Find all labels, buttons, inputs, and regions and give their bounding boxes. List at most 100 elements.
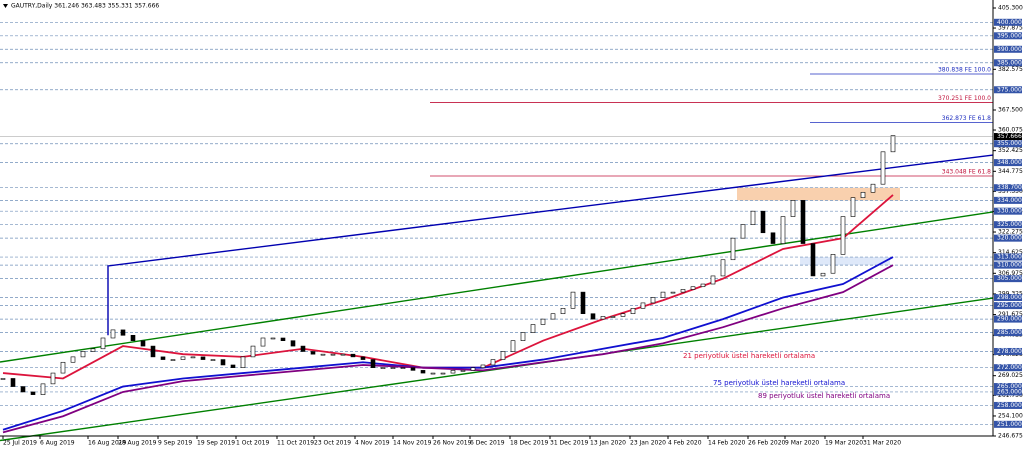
- candle: [370, 359, 376, 368]
- candle: [580, 291, 586, 315]
- candle: [680, 289, 686, 293]
- level-label-box: [994, 294, 1022, 302]
- x-tick-label: 14 Feb 2020: [708, 440, 746, 447]
- candle: [120, 329, 126, 336]
- level-label-box: [994, 401, 1022, 409]
- level-label: 313.000: [997, 254, 1022, 261]
- level-label: 355.000: [997, 140, 1022, 147]
- candle: [150, 345, 156, 358]
- y-tick-label: 269.025: [998, 372, 1023, 379]
- candle: [570, 291, 576, 309]
- chart-title: GAUTRY,Daily 361.246 363.483 355.331 357…: [11, 3, 159, 10]
- level-label-box: [994, 45, 1022, 53]
- level-label: 272.000: [997, 364, 1022, 371]
- x-tick-label: 19 Mar 2020: [825, 440, 863, 447]
- candle: [390, 367, 396, 369]
- x-tick-label: 16 Aug 2019: [88, 440, 127, 447]
- level-label: 258.000: [997, 402, 1022, 409]
- level-label: 390.000: [997, 46, 1022, 53]
- level-label-box: [994, 315, 1022, 323]
- candle: [730, 237, 736, 261]
- candle: [300, 345, 306, 352]
- candle: [10, 378, 16, 387]
- level-label-box: [994, 234, 1022, 242]
- y-tick-label: 352.425: [998, 147, 1023, 154]
- level-label-box: [994, 383, 1022, 391]
- candle: [490, 359, 496, 366]
- x-tick-label: 13 Jan 2020: [590, 440, 626, 447]
- candle: [780, 216, 786, 244]
- level-label-box: [994, 275, 1022, 283]
- zone: [737, 187, 900, 201]
- menu-triangle[interactable]: [3, 4, 8, 8]
- level-label: 298.000: [997, 294, 1022, 301]
- candle: [350, 353, 356, 358]
- candle: [660, 291, 666, 298]
- candle: [340, 353, 346, 356]
- x-tick-label: 31 Dec 2019: [550, 440, 589, 447]
- candle: [0, 378, 6, 380]
- level-label: 375.000: [997, 86, 1022, 93]
- candle: [870, 183, 876, 193]
- level-label-box: [994, 140, 1022, 148]
- candle: [380, 367, 386, 369]
- candle: [800, 200, 806, 244]
- level-label: 305.000: [997, 275, 1022, 282]
- level-label-box: [994, 253, 1022, 261]
- candle: [450, 370, 456, 374]
- level-label-box: [994, 364, 1022, 372]
- level-label: 385.000: [997, 59, 1022, 66]
- trendline: [0, 211, 994, 363]
- y-tick-label: 314.625: [998, 249, 1023, 256]
- candle: [200, 356, 206, 360]
- candle: [710, 275, 716, 285]
- candle: [240, 356, 246, 368]
- level-label-box: [994, 221, 1022, 229]
- ema-line: [2, 264, 894, 434]
- level-label: 334.000: [997, 197, 1022, 204]
- y-tick-label: 246.675: [998, 433, 1023, 440]
- level-label: 251.000: [997, 421, 1022, 428]
- level-label-box: [994, 388, 1022, 396]
- candle: [290, 340, 296, 347]
- y-tick-label: 397.875: [998, 25, 1023, 32]
- trendline: [107, 154, 994, 336]
- fib-label: 362.873 FE 61.8: [942, 115, 991, 122]
- x-tick-label: 26 Feb 2020: [748, 440, 786, 447]
- candle: [430, 372, 436, 375]
- x-tick-label: 23 Oct 2019: [314, 440, 351, 447]
- y-tick-label: 382.575: [998, 66, 1023, 73]
- level-label-box: [994, 18, 1022, 26]
- y-tick-label: 299.325: [998, 290, 1023, 297]
- candle: [630, 308, 636, 315]
- candle: [520, 332, 526, 341]
- level-label: 320.000: [997, 235, 1022, 242]
- candle: [850, 197, 856, 217]
- candle: [640, 302, 646, 309]
- y-tick-label: 306.975: [998, 270, 1023, 277]
- candle: [810, 243, 816, 277]
- candle: [90, 348, 96, 352]
- level-label: 263.000: [997, 388, 1022, 395]
- level-label: 310.000: [997, 262, 1022, 269]
- candle: [190, 356, 196, 359]
- level-label-box: [994, 347, 1022, 355]
- candle: [700, 283, 706, 288]
- last-price-label: 357.666: [997, 133, 1022, 140]
- last-price-box: [994, 133, 1022, 141]
- x-tick-label: 19 Sep 2019: [197, 440, 235, 447]
- candle: [220, 359, 226, 366]
- candle: [230, 364, 236, 368]
- candle: [180, 356, 186, 360]
- level-label-box: [994, 196, 1022, 204]
- candle: [360, 356, 366, 360]
- x-tick-label: 18 Dec 2019: [510, 440, 549, 447]
- candle: [420, 370, 426, 374]
- x-tick-label: 11 Oct 2019: [277, 440, 314, 447]
- candle: [480, 364, 486, 368]
- y-tick-label: 254.100: [998, 412, 1023, 419]
- level-label-box: [994, 59, 1022, 67]
- x-tick-label: 31 Mar 2020: [863, 440, 901, 447]
- candle: [160, 356, 166, 360]
- candle: [170, 359, 176, 361]
